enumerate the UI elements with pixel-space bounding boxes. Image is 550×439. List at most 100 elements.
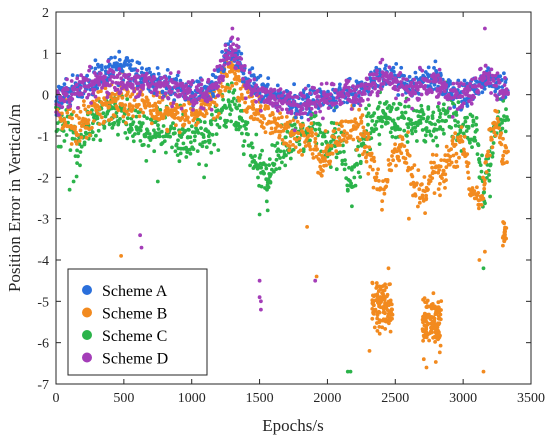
point-scheme-c [288,156,293,161]
point-scheme-a [432,82,437,87]
point-scheme-d [230,26,235,31]
point-scheme-c [488,162,493,167]
point-scheme-b [501,243,505,248]
point-scheme-c [463,119,468,124]
point-scheme-b [340,124,344,128]
point-scheme-b [371,185,376,190]
point-scheme-c [273,143,277,148]
point-scheme-b [403,156,408,161]
point-scheme-c [334,155,339,160]
point-scheme-c [405,140,410,144]
point-scheme-d [479,85,484,89]
point-scheme-b [430,176,435,181]
point-scheme-b [286,125,291,129]
point-scheme-c [171,121,175,125]
point-scheme-b [430,165,434,170]
point-scheme-d [448,106,452,111]
point-scheme-c [413,129,418,134]
point-scheme-c [199,126,203,130]
point-scheme-d [297,112,302,116]
point-scheme-b [323,158,328,163]
point-scheme-a [306,83,311,88]
point-scheme-d [259,108,263,113]
point-scheme-d [135,86,140,91]
point-scheme-b [477,258,482,262]
point-scheme-d [360,98,365,103]
point-scheme-b [99,89,103,94]
point-scheme-c [384,100,389,104]
point-scheme-c [393,127,398,132]
point-scheme-b [79,135,84,140]
point-scheme-b [220,94,225,99]
point-scheme-d [437,67,442,72]
point-scheme-c [366,122,370,127]
point-scheme-d [79,73,83,78]
point-scheme-b [182,103,187,107]
y-tick-label: 1 [42,47,49,62]
point-scheme-c [490,151,495,156]
point-scheme-d [205,93,210,97]
point-scheme-c [184,155,189,159]
point-scheme-b [486,149,490,154]
point-scheme-c [118,117,122,121]
point-scheme-d [231,42,236,46]
point-scheme-c [398,102,403,107]
point-scheme-b [97,122,102,126]
y-tick-label: 2 [42,6,49,21]
point-scheme-b [384,285,389,290]
point-scheme-b [423,334,427,339]
point-scheme-d [502,83,507,87]
point-scheme-d [222,63,227,67]
point-scheme-c [345,188,350,193]
point-scheme-b [180,115,185,120]
point-scheme-a [498,74,503,79]
point-scheme-d [160,95,165,100]
point-scheme-b [96,96,101,101]
y-tick-label: -7 [37,378,49,393]
point-scheme-b [484,160,488,164]
point-scheme-a [250,66,255,71]
point-scheme-d [346,79,351,83]
point-scheme-b [397,158,401,163]
point-scheme-d [496,77,501,82]
point-scheme-c [77,142,82,147]
point-scheme-c [67,187,72,192]
point-scheme-c [437,108,442,113]
point-scheme-c [136,131,141,136]
point-scheme-b [212,116,216,121]
point-scheme-b [234,81,239,86]
point-scheme-c [464,129,469,133]
point-scheme-c [206,134,211,139]
point-scheme-b [386,158,391,162]
point-scheme-a [100,67,104,72]
point-scheme-b [429,306,434,311]
point-scheme-a [433,59,438,64]
point-scheme-b [138,107,143,112]
point-scheme-d [131,86,136,90]
point-scheme-d [343,85,348,89]
point-scheme-d [478,66,483,71]
point-scheme-c [175,153,180,158]
point-scheme-c [475,128,479,132]
point-scheme-d [158,84,163,89]
point-scheme-b [145,98,150,102]
point-scheme-c [274,157,279,162]
point-scheme-a [426,65,431,70]
point-scheme-c [245,120,250,125]
point-scheme-b [410,174,415,179]
point-scheme-b [315,147,319,152]
point-scheme-b [426,313,431,318]
point-scheme-b [382,191,387,196]
point-scheme-c [147,132,152,136]
point-scheme-d [339,101,344,105]
point-scheme-b [376,167,380,172]
point-scheme-b [92,119,96,123]
point-scheme-d [247,70,252,75]
point-scheme-b [388,282,392,286]
point-scheme-c [192,138,197,143]
point-scheme-b [275,124,280,128]
point-scheme-b [69,142,74,146]
point-scheme-d [242,68,247,73]
point-scheme-b [151,104,155,108]
point-scheme-c [391,102,396,106]
